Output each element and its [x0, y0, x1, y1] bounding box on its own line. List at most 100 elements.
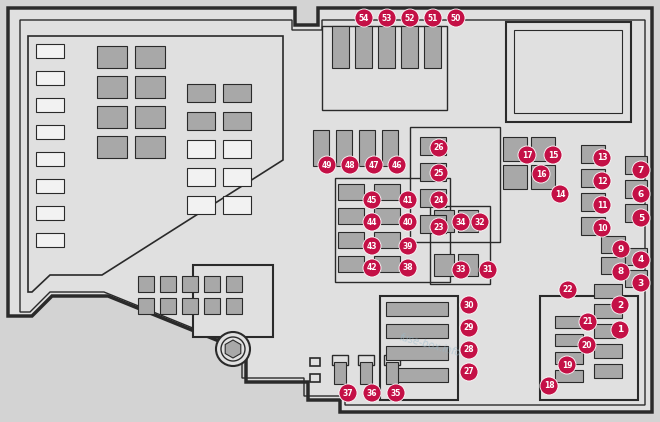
Text: 6: 6: [638, 189, 644, 198]
Circle shape: [363, 384, 381, 402]
Text: fuse-box.info: fuse-box.info: [398, 332, 462, 358]
Circle shape: [452, 261, 470, 279]
Bar: [135, 106, 165, 128]
Text: 33: 33: [456, 265, 466, 274]
Text: 5: 5: [638, 214, 644, 222]
Text: 48: 48: [345, 160, 355, 170]
Bar: [514, 30, 622, 113]
Bar: [360, 362, 372, 384]
Circle shape: [632, 209, 650, 227]
Bar: [135, 46, 165, 68]
Text: 31: 31: [482, 265, 493, 274]
Circle shape: [424, 9, 442, 27]
Bar: [338, 208, 364, 224]
Bar: [223, 196, 251, 214]
Bar: [36, 125, 64, 139]
Bar: [386, 362, 398, 384]
Circle shape: [632, 161, 650, 179]
Bar: [386, 346, 448, 360]
Text: 34: 34: [456, 217, 466, 227]
Bar: [420, 189, 446, 207]
Text: 10: 10: [597, 224, 607, 233]
Text: 2: 2: [617, 300, 623, 309]
Bar: [581, 193, 605, 211]
Text: 51: 51: [428, 14, 438, 22]
Circle shape: [363, 237, 381, 255]
Bar: [36, 233, 64, 247]
Bar: [36, 179, 64, 193]
Bar: [401, 26, 418, 68]
Circle shape: [612, 263, 630, 281]
Bar: [531, 165, 555, 189]
Bar: [601, 236, 625, 253]
Bar: [386, 324, 448, 338]
Text: 4: 4: [638, 255, 644, 265]
Text: 49: 49: [321, 160, 332, 170]
Text: 13: 13: [597, 154, 607, 162]
Circle shape: [399, 191, 417, 209]
Bar: [384, 355, 400, 365]
Bar: [36, 206, 64, 220]
Circle shape: [593, 196, 611, 214]
Bar: [97, 106, 127, 128]
Text: 44: 44: [367, 217, 378, 227]
Circle shape: [430, 191, 448, 209]
Bar: [581, 169, 605, 187]
Text: 8: 8: [618, 268, 624, 276]
Bar: [36, 152, 64, 166]
Bar: [374, 256, 400, 272]
Text: 47: 47: [369, 160, 380, 170]
Bar: [310, 374, 320, 382]
Circle shape: [460, 319, 478, 337]
Bar: [226, 298, 242, 314]
Circle shape: [430, 218, 448, 236]
Circle shape: [471, 213, 489, 231]
Text: 21: 21: [583, 317, 593, 327]
Circle shape: [430, 139, 448, 157]
Circle shape: [611, 321, 629, 339]
Text: 16: 16: [536, 170, 546, 179]
Bar: [135, 76, 165, 98]
Bar: [338, 184, 364, 200]
Bar: [160, 276, 176, 292]
Text: 54: 54: [359, 14, 369, 22]
Text: 19: 19: [562, 360, 572, 370]
Text: 22: 22: [563, 286, 574, 295]
Bar: [555, 316, 583, 328]
Polygon shape: [8, 8, 652, 412]
Text: 20: 20: [581, 341, 592, 349]
Text: 15: 15: [548, 151, 558, 160]
Circle shape: [518, 146, 536, 164]
Text: 14: 14: [555, 189, 565, 198]
Bar: [334, 362, 346, 384]
Bar: [335, 178, 450, 282]
Bar: [36, 44, 64, 58]
Bar: [531, 137, 555, 161]
Bar: [458, 210, 478, 232]
Bar: [386, 302, 448, 316]
Text: 41: 41: [403, 195, 413, 205]
Circle shape: [388, 156, 406, 174]
Text: 26: 26: [434, 143, 444, 152]
Circle shape: [532, 165, 550, 183]
Bar: [97, 76, 127, 98]
Bar: [223, 84, 251, 102]
Bar: [555, 370, 583, 382]
Text: 9: 9: [618, 244, 624, 254]
Bar: [226, 276, 242, 292]
Text: 11: 11: [597, 200, 607, 209]
Bar: [182, 276, 198, 292]
Text: 24: 24: [434, 195, 444, 205]
Circle shape: [558, 356, 576, 374]
Circle shape: [399, 237, 417, 255]
Circle shape: [540, 377, 558, 395]
Bar: [410, 127, 500, 242]
Circle shape: [365, 156, 383, 174]
Circle shape: [452, 213, 470, 231]
Text: 39: 39: [403, 241, 413, 251]
Bar: [187, 84, 215, 102]
Circle shape: [430, 164, 448, 182]
Bar: [322, 26, 447, 110]
Bar: [503, 137, 527, 161]
Bar: [420, 137, 446, 155]
